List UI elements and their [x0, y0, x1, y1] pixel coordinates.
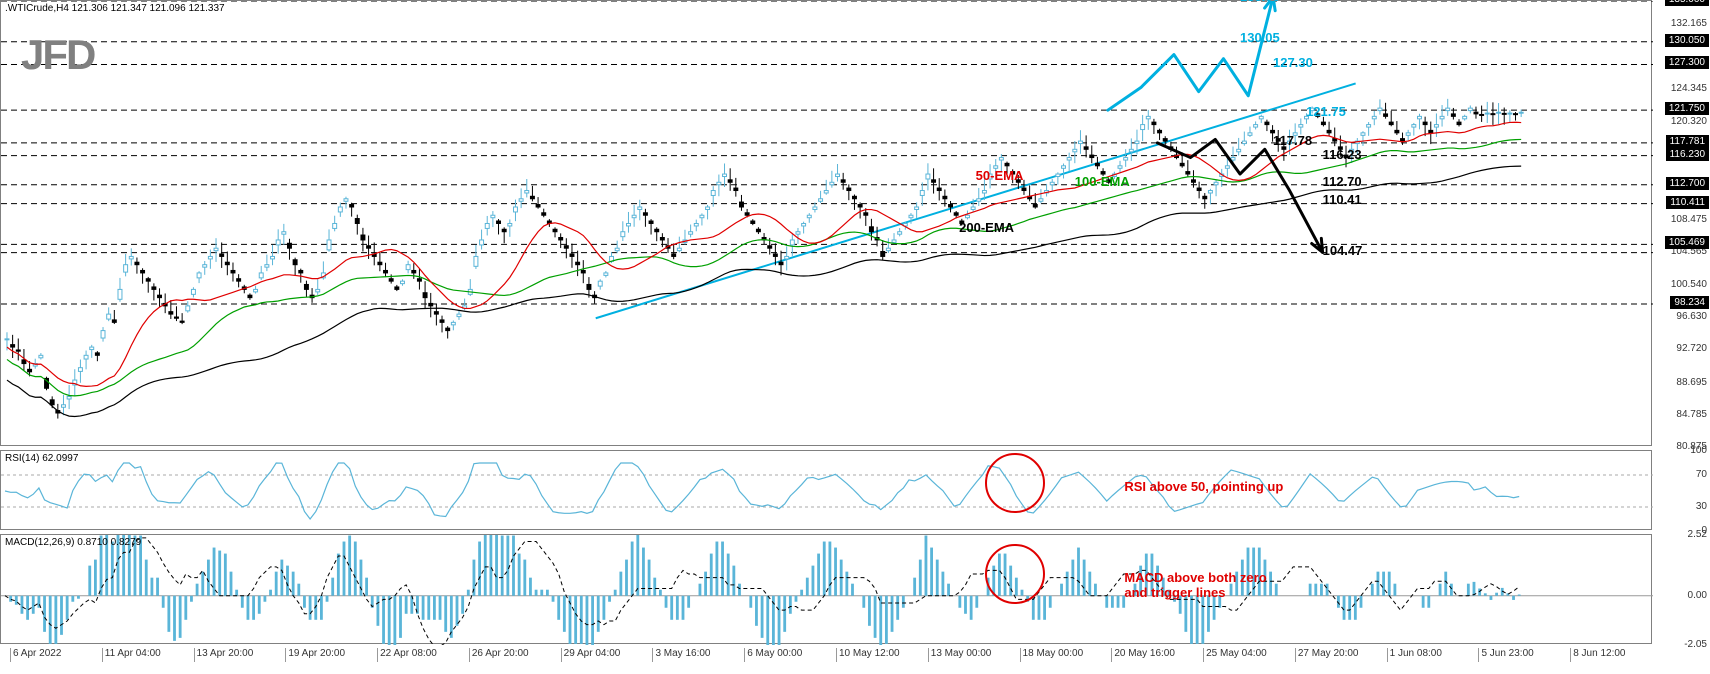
macd-highlight-circle — [985, 544, 1045, 604]
main-chart-svg — [1, 1, 1653, 447]
macd-y-axis: -2.050.002.52 — [1651, 535, 1709, 643]
main-y-axis: 80.87584.78588.69592.72096.630100.540104… — [1651, 1, 1709, 445]
rsi-annotation: RSI above 50, pointing up — [1124, 479, 1283, 494]
macd-chart[interactable]: MACD(12,26,9) 0.8710 0.8279 -2.050.002.5… — [0, 534, 1652, 644]
logo: JFD — [21, 31, 94, 79]
main-price-chart[interactable]: .WTICrude,H4 121.306 121.347 121.096 121… — [0, 0, 1652, 446]
rsi-svg — [1, 451, 1653, 531]
rsi-chart[interactable]: RSI(14) 62.0997 03070100 RSI above 50, p… — [0, 450, 1652, 530]
time-x-axis: 6 Apr 202211 Apr 04:0013 Apr 20:0019 Apr… — [0, 644, 1652, 674]
macd-annotation: MACD above both zero and trigger lines — [1124, 570, 1266, 600]
macd-svg — [1, 535, 1653, 645]
macd-label: MACD(12,26,9) 0.8710 0.8279 — [5, 537, 141, 548]
rsi-label: RSI(14) 62.0997 — [5, 453, 78, 464]
instrument-header: .WTICrude,H4 121.306 121.347 121.096 121… — [5, 3, 225, 14]
rsi-y-axis: 03070100 — [1651, 451, 1709, 529]
rsi-highlight-circle — [985, 453, 1045, 513]
